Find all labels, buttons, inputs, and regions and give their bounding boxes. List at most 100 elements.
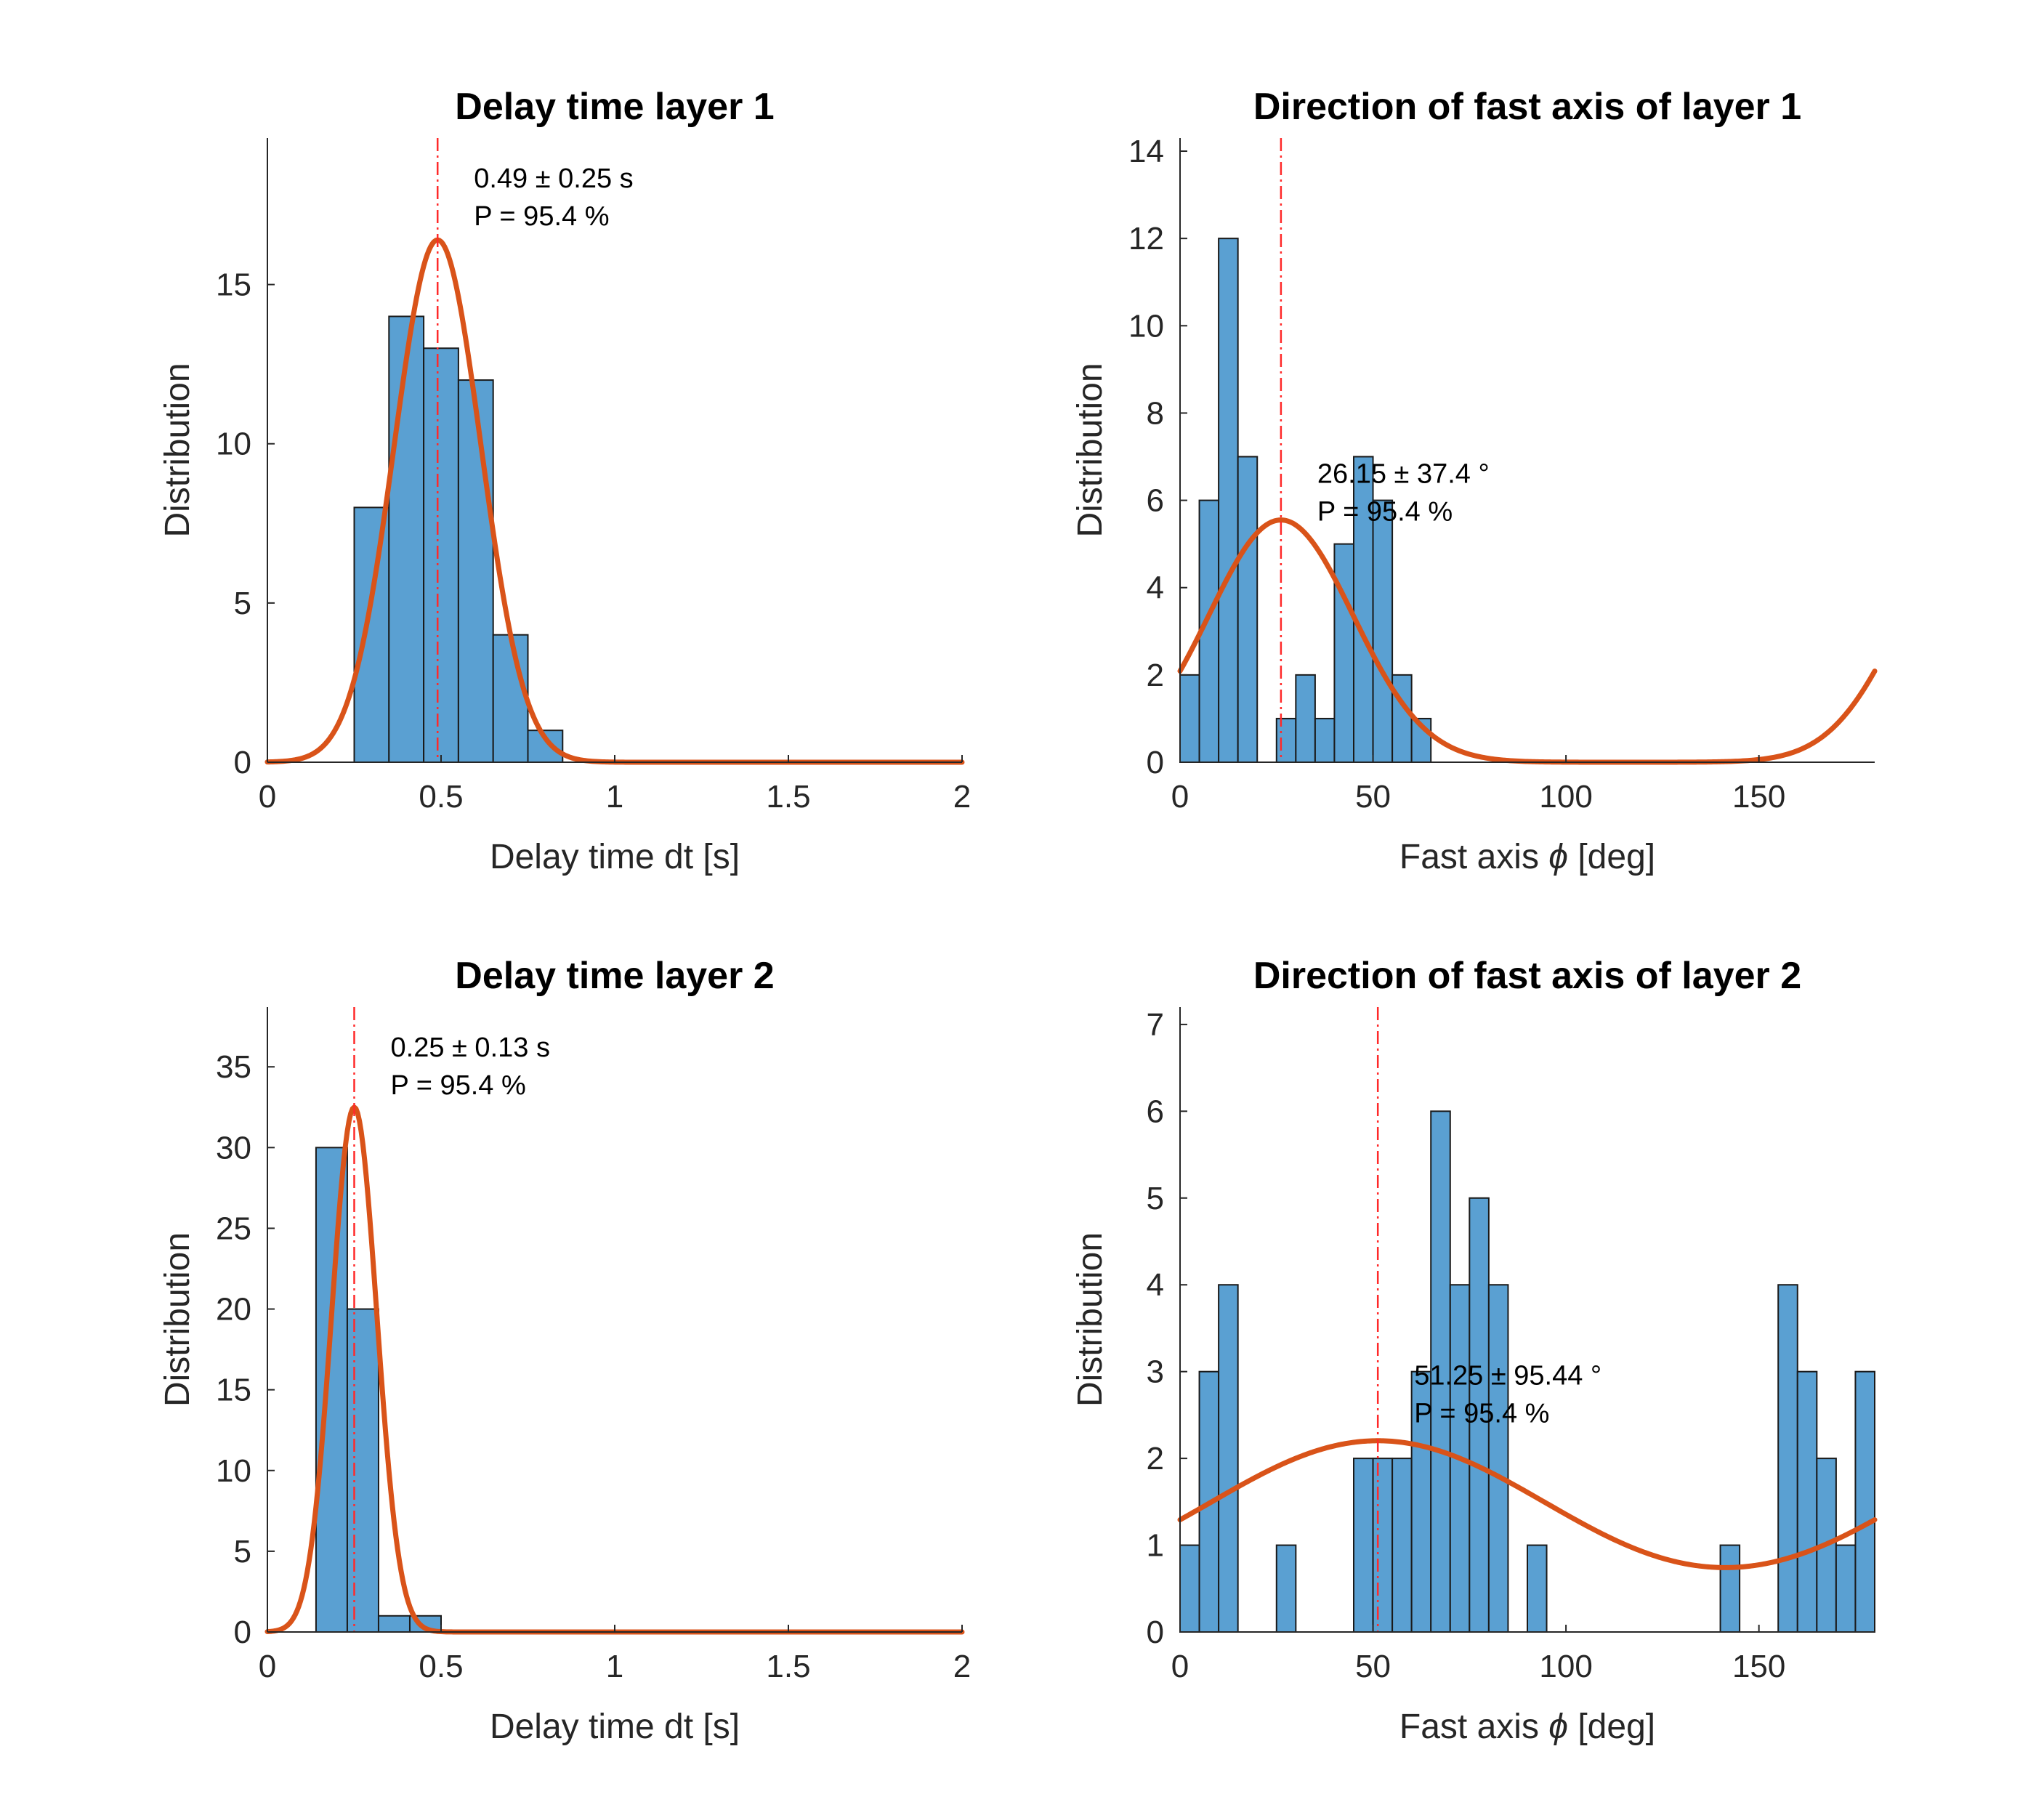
y-tick-label: 25 [216, 1211, 251, 1246]
y-tick-label: 5 [234, 586, 251, 621]
y-tick-label: 0 [234, 1615, 251, 1650]
histogram-bar [346, 1308, 379, 1633]
y-axis-label: Distribution [158, 1232, 197, 1407]
histogram-bar [1527, 1544, 1548, 1633]
annotation-text: 51.25 ± 95.44 ° [1414, 1361, 1601, 1391]
x-axis-label-part: Fast axis [1399, 838, 1548, 876]
x-tick-label: 50 [1355, 1649, 1391, 1684]
y-tick-label: 20 [216, 1292, 251, 1328]
y-tick-label: 0 [1147, 745, 1164, 780]
x-tick-label: 50 [1355, 779, 1391, 815]
histogram-bar [1295, 674, 1316, 764]
x-tick-label: 1 [606, 1649, 623, 1684]
y-tick-label: 6 [1147, 483, 1164, 519]
x-axis-label-part: Fast axis [1399, 1708, 1548, 1746]
histogram-bar [388, 315, 425, 763]
y-axis-label: Distribution [158, 363, 197, 537]
histogram-bar [315, 1147, 348, 1633]
y-tick-label: 1 [1147, 1528, 1164, 1564]
y-tick-label: 12 [1128, 221, 1164, 256]
annotation-text: P = 95.4 % [391, 1070, 526, 1101]
y-tick-label: 5 [1147, 1181, 1164, 1216]
histogram-bar [1353, 1458, 1374, 1633]
y-tick-label: 4 [1147, 570, 1164, 606]
x-tick-label: 2 [953, 1649, 971, 1684]
y-axis-label: Distribution [1071, 1232, 1110, 1407]
histogram-bar [1430, 1110, 1451, 1633]
x-axis-label: Fast axis ϕ [deg] [1399, 838, 1655, 876]
chart-title: Delay time layer 1 [455, 86, 774, 128]
histogram-bar [1487, 1284, 1509, 1633]
x-tick-label: 100 [1539, 1649, 1592, 1684]
chart-panel-1: 0 0.5 1 1.5 2 0 5 10 15 Delay time layer 1 Delay t… [158, 86, 971, 876]
histogram-bar [353, 506, 390, 763]
annotation-text: 0.49 ± 0.25 s [474, 163, 633, 194]
histogram-bar [1469, 1197, 1490, 1633]
chart-title: Direction of fast axis of layer 1 [1253, 86, 1801, 128]
histogram-bar [1218, 1284, 1239, 1633]
histogram-bar [1237, 456, 1259, 763]
y-tick-label: 35 [216, 1049, 251, 1085]
annotation-text: P = 95.4 % [1317, 497, 1453, 528]
x-tick-label: 100 [1539, 779, 1592, 815]
x-tick-label: 0.5 [419, 779, 463, 815]
y-tick-label: 7 [1147, 1007, 1164, 1043]
annotation-text: 26.15 ± 37.4 ° [1317, 459, 1490, 490]
histogram-bar [1719, 1544, 1741, 1633]
annotation-text: P = 95.4 % [474, 201, 609, 232]
x-axis-label-part: [deg] [1568, 1708, 1655, 1746]
histogram-bar [1372, 499, 1394, 764]
histogram-bar [492, 634, 529, 763]
x-tick-label: 1.5 [766, 779, 810, 815]
x-tick-label: 0 [1171, 779, 1189, 815]
histogram-bar [423, 347, 459, 763]
y-tick-label: 14 [1128, 134, 1164, 169]
histogram-bar [1372, 1458, 1394, 1633]
histogram-bar [1391, 674, 1413, 764]
histogram-bar [457, 379, 494, 763]
x-axis-label-part: [deg] [1568, 838, 1655, 876]
x-tick-label: 0 [1171, 1649, 1189, 1684]
y-tick-label: 3 [1147, 1354, 1164, 1390]
y-tick-label: 15 [216, 267, 251, 303]
histogram-bar [377, 1615, 411, 1633]
y-tick-label: 4 [1147, 1267, 1164, 1303]
x-axis-label-part: ϕ [1548, 1708, 1568, 1746]
x-tick-label: 0 [259, 779, 276, 815]
y-tick-label: 10 [1128, 308, 1164, 344]
histogram-bar [1796, 1370, 1818, 1633]
y-tick-label: 5 [234, 1534, 251, 1569]
histogram-bar [1314, 717, 1336, 763]
y-axis-label: Distribution [1071, 363, 1110, 537]
histogram-bar [1333, 543, 1355, 763]
chart-panel-4: 0 50 100 150 0 1 2 3 4 5 6 7 Direction of fast axis … [1071, 955, 1878, 1746]
histogram-bar [1218, 238, 1239, 763]
x-tick-label: 2 [953, 779, 971, 815]
annotation-text: 0.25 ± 0.13 s [391, 1033, 550, 1063]
annotation-text: P = 95.4 % [1414, 1399, 1549, 1429]
histogram-bar [1179, 1544, 1200, 1633]
y-tick-label: 0 [1147, 1615, 1164, 1650]
x-tick-label: 150 [1732, 779, 1785, 815]
histogram-bar [1854, 1370, 1875, 1633]
x-tick-label: 0.5 [419, 1649, 463, 1684]
y-tick-label: 2 [1147, 1441, 1164, 1476]
x-tick-label: 0 [259, 1649, 276, 1684]
y-tick-label: 6 [1147, 1094, 1164, 1129]
y-tick-label: 10 [216, 1453, 251, 1489]
histogram-bar [1275, 717, 1297, 763]
y-tick-label: 0 [234, 745, 251, 780]
histogram-bar [1835, 1544, 1857, 1633]
histogram-bar [1777, 1284, 1798, 1633]
y-tick-label: 8 [1147, 395, 1164, 431]
x-axis-label: Fast axis ϕ [deg] [1399, 1708, 1655, 1746]
x-axis-label: Delay time dt [s] [490, 1708, 740, 1746]
histogram-bar [1391, 1458, 1413, 1633]
chart-title: Delay time layer 2 [455, 955, 774, 997]
chart-title: Direction of fast axis of layer 2 [1253, 955, 1801, 997]
y-tick-label: 15 [216, 1373, 251, 1408]
x-tick-label: 1.5 [766, 1649, 810, 1684]
chart-panel-2: 0 50 100 150 0 2 4 6 8 10 12 14 Direction of fast ax… [1071, 86, 1878, 876]
